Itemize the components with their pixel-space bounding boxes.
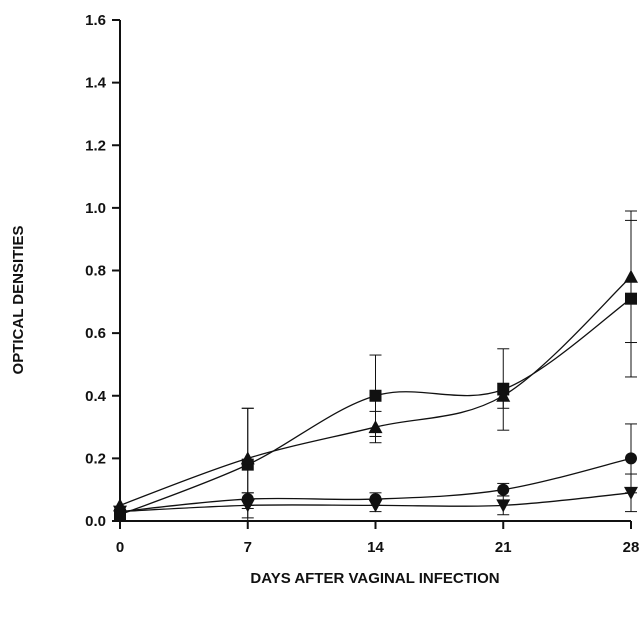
x-tick-label: 21 [495,539,512,556]
x-axis-title: DAYS AFTER VAGINAL INFECTION [250,570,499,587]
y-tick-label: 0.4 [85,388,107,405]
triangle-down-marker [496,499,511,513]
y-tick-label: 1.6 [85,12,106,29]
circle-marker [625,452,637,465]
x-tick-label: 0 [116,539,124,556]
y-tick-label: 0.6 [85,325,106,342]
triangle-up-marker [496,388,511,402]
y-tick-label: 0.8 [85,263,106,280]
triangle-up-marker [240,451,255,465]
x-tick-label: 14 [367,539,384,556]
x-tick-label: 7 [244,539,252,556]
triangle-up-marker [368,420,383,434]
axes [119,20,631,522]
y-tick-label: 0.0 [85,513,106,530]
series-layer [113,210,638,522]
x-tick-label: 28 [623,539,640,556]
y-ticks: 0.0 0.2 0.4 0.6 0.8 1.0 1.2 1.4 1.6 [85,12,120,530]
triangle-down-marker [368,499,383,513]
triangle-down-marker [113,505,127,519]
y-tick-label: 1.2 [85,137,106,154]
x-ticks: 0 7 14 21 28 [116,521,640,556]
y-tick-label: 0.2 [85,450,106,467]
series-square [114,219,637,522]
y-tick-label: 1.0 [85,200,106,217]
square-marker [369,389,382,402]
y-tick-label: 1.4 [85,75,107,92]
triangle-down-marker [624,486,638,500]
circle-marker [497,483,510,496]
y-axis-title: OPTICAL DENSITIES [10,226,27,375]
triangle-up-marker [624,269,638,283]
triangle-down-marker [240,499,255,513]
series-triangle-down [113,473,638,519]
